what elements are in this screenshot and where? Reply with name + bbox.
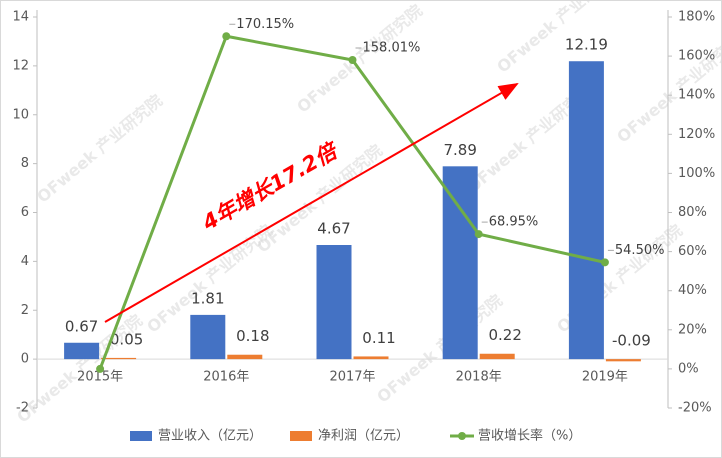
x-tick-label: 2019年 (582, 370, 628, 385)
y2-tick-label: 20% (678, 322, 707, 337)
bar (605, 359, 641, 362)
bar (227, 354, 263, 360)
line-point (474, 230, 483, 239)
y2-tick-label: 80% (678, 205, 707, 220)
value-label: 170.15% (236, 17, 294, 32)
x-tick-label: 2015年 (77, 370, 123, 385)
trend-arrow (104, 82, 519, 323)
legend-label: 营收增长率（%） (478, 428, 581, 444)
legend-item: 营收增长率（%） (450, 428, 581, 444)
y-tick-label: -2 (16, 401, 29, 416)
legend-label: 营业收入（亿元） (158, 429, 262, 444)
value-label: 0.11 (362, 329, 395, 347)
value-label: 0.18 (236, 327, 269, 345)
bar (568, 61, 604, 360)
line-point (222, 32, 231, 41)
x-tick-label: 2017年 (329, 370, 375, 385)
value-label: 0.67 (65, 317, 98, 335)
bar (479, 353, 515, 360)
y-tick-label: 12 (12, 58, 29, 73)
bar (353, 356, 389, 360)
legend-swatch-point (458, 432, 466, 440)
x-tick-label: 2018年 (456, 370, 502, 385)
y-tick-label: 0 (21, 352, 29, 367)
line-point (96, 364, 105, 373)
y-tick-label: 8 (21, 156, 29, 171)
bar (101, 357, 137, 360)
legend-item: 净利润（亿元） (290, 429, 409, 444)
y2-tick-label: 140% (678, 88, 715, 103)
line-point (348, 55, 357, 64)
y-tick-label: 6 (21, 205, 29, 220)
value-label: 68.95% (489, 215, 539, 230)
bar (64, 342, 100, 360)
legend-swatch (290, 431, 312, 441)
bar (316, 245, 352, 360)
bar (190, 314, 226, 360)
x-tick-label: 2016年 (203, 370, 249, 385)
y2-tick-label: 40% (678, 283, 707, 298)
y2-tick-label: 100% (678, 166, 715, 181)
y2-tick-label: -20% (678, 401, 712, 416)
y-tick-label: 10 (12, 107, 29, 122)
y2-tick-label: 180% (678, 10, 715, 25)
legend-item: 营业收入（亿元） (130, 429, 262, 444)
y-tick-label: 2 (21, 303, 29, 318)
value-label: 12.19 (565, 36, 608, 54)
value-label: 4.67 (317, 220, 350, 238)
y2-tick-label: 60% (678, 244, 707, 259)
y2-tick-label: 0% (678, 361, 699, 376)
bar (442, 166, 478, 360)
value-label: 7.89 (443, 141, 476, 159)
value-label: 1.81 (191, 289, 224, 307)
value-label: 0.22 (488, 326, 521, 344)
y2-tick-label: 160% (678, 49, 715, 64)
legend-swatch (130, 431, 152, 441)
legend-label: 净利润（亿元） (318, 429, 409, 444)
value-label: -0.09 (612, 332, 651, 350)
y-tick-label: 14 (12, 10, 29, 25)
y2-tick-label: 120% (678, 127, 715, 142)
value-label: 54.50% (615, 243, 665, 258)
line-point (600, 258, 609, 267)
value-label: 0.05 (110, 330, 143, 348)
value-label: 158.01% (363, 40, 421, 55)
y-tick-label: 4 (21, 254, 29, 269)
